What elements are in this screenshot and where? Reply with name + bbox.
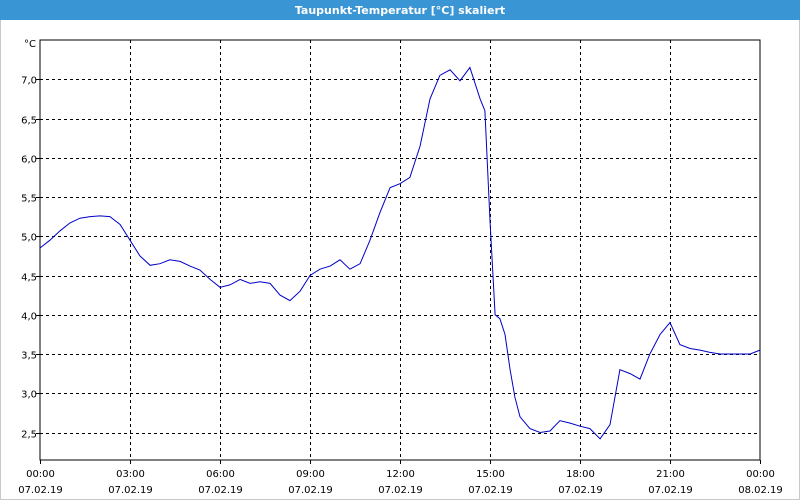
x-tick-time-label: 21:00: [656, 469, 685, 480]
x-tick-time-label: 00:00: [746, 469, 775, 480]
dewpoint-series-line: [39, 66, 761, 440]
y-axis-ticks: 2,5 3,0 3,5 4,0 4,5 5,0 5,5 6,0 6,5 7,0: [21, 76, 40, 441]
y-axis-unit-label: °C: [24, 39, 36, 50]
y-tick-label: 2,5: [21, 430, 37, 441]
x-tick-date-label: 07.02.19: [378, 485, 423, 496]
y-tick-label: 4,0: [21, 312, 37, 323]
x-axis-ticks: 00:00 07.02.19 03:00 07.02.19 06:00 07.02.19 0…: [18, 460, 783, 496]
x-tick-date-label: 07.02.19: [468, 485, 513, 496]
y-tick-label: 3,0: [21, 390, 37, 401]
y-tick-label: 7,0: [21, 76, 37, 87]
window-title: Taupunkt-Temperatur [°C] skaliert: [0, 0, 800, 20]
y-tick-label: 6,0: [21, 155, 37, 166]
x-tick-time-label: 03:00: [116, 469, 145, 480]
x-tick-date-label: 07.02.19: [558, 485, 603, 496]
x-tick-date-label: 07.02.19: [198, 485, 243, 496]
x-tick-date-label: 07.02.19: [288, 485, 333, 496]
x-tick-time-label: 00:00: [26, 469, 55, 480]
y-tick-label: 5,0: [21, 233, 37, 244]
x-tick-date-label: 08.02.19: [738, 485, 783, 496]
y-tick-label: 3,5: [21, 351, 37, 362]
x-tick-time-label: 06:00: [206, 469, 235, 480]
x-tick-date-label: 07.02.19: [18, 485, 63, 496]
y-tick-label: 4,5: [21, 273, 37, 284]
x-tick-time-label: 09:00: [296, 469, 325, 480]
grid-lines: [40, 40, 760, 460]
x-tick-date-label: 07.02.19: [648, 485, 693, 496]
x-tick-time-label: 12:00: [386, 469, 415, 480]
x-tick-date-label: 07.02.19: [108, 485, 153, 496]
x-tick-time-label: 15:00: [476, 469, 505, 480]
y-tick-label: 5,5: [21, 194, 37, 205]
x-tick-time-label: 18:00: [566, 469, 595, 480]
y-tick-label: 6,5: [21, 116, 37, 127]
